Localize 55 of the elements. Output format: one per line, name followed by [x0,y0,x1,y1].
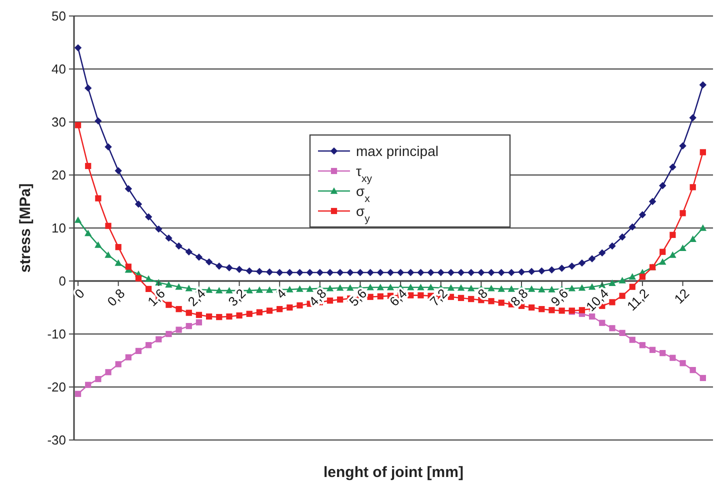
x-tick-label: 9,6 [548,286,572,310]
point [166,330,172,338]
x-tick-label: 7,2 [426,286,450,310]
x-axis-title: lenght of joint [mm] [324,464,464,481]
x-tick-label: 1,6 [144,286,168,310]
legend-label: σ$_{x}$ [356,182,371,205]
point [85,382,92,388]
y-tick-label: -10 [47,326,66,342]
y-tick-label: 30 [52,114,66,130]
y-tick-label: 0 [58,274,66,289]
legend-label: τ$_{xy}$ [356,162,373,185]
x-tick-label: 0,8 [104,286,128,310]
point [186,322,192,330]
point [629,336,636,343]
x-tick-label: 5,6 [346,286,370,310]
point [588,313,596,320]
point [125,354,132,360]
y-tick-label: -20 [47,380,66,395]
y-tick-label: 50 [52,8,66,24]
point [639,342,646,348]
legend-label: max principal [356,142,438,159]
point [670,354,676,361]
point [146,342,152,348]
x-tick-label: 11,2 [624,286,652,314]
point [156,336,162,342]
point [680,360,686,366]
x-tick-label: 0 [72,286,88,302]
point [609,325,616,332]
point [700,374,706,382]
point [176,326,182,333]
point [619,330,626,336]
y-tick-label: 20 [52,168,66,183]
y-tick-label: 40 [52,62,66,77]
x-tick-label: 3,2 [225,286,249,310]
point [135,348,142,354]
x-tick-label: 8 [474,286,491,302]
y-tick-label: -30 [47,432,66,448]
x-tick-label: 6,4 [386,286,410,310]
point [690,366,696,374]
x-tick-label: 8,8 [507,286,531,310]
y-axis-title: stress [MPa] [17,183,34,273]
point [649,346,656,353]
x-tick-label: 2,4 [184,286,208,310]
point [74,390,82,397]
point [599,320,606,326]
point [196,319,202,326]
point [95,376,102,382]
x-tick-label: 12 [671,286,692,307]
x-tick-label: 4 [273,286,289,302]
legend-label: σ$_{y}$ [356,202,371,225]
x-tick-label: 4,8 [306,286,330,310]
point [105,369,112,376]
point [115,361,122,368]
point [660,350,666,356]
y-tick-label: 10 [52,220,66,236]
